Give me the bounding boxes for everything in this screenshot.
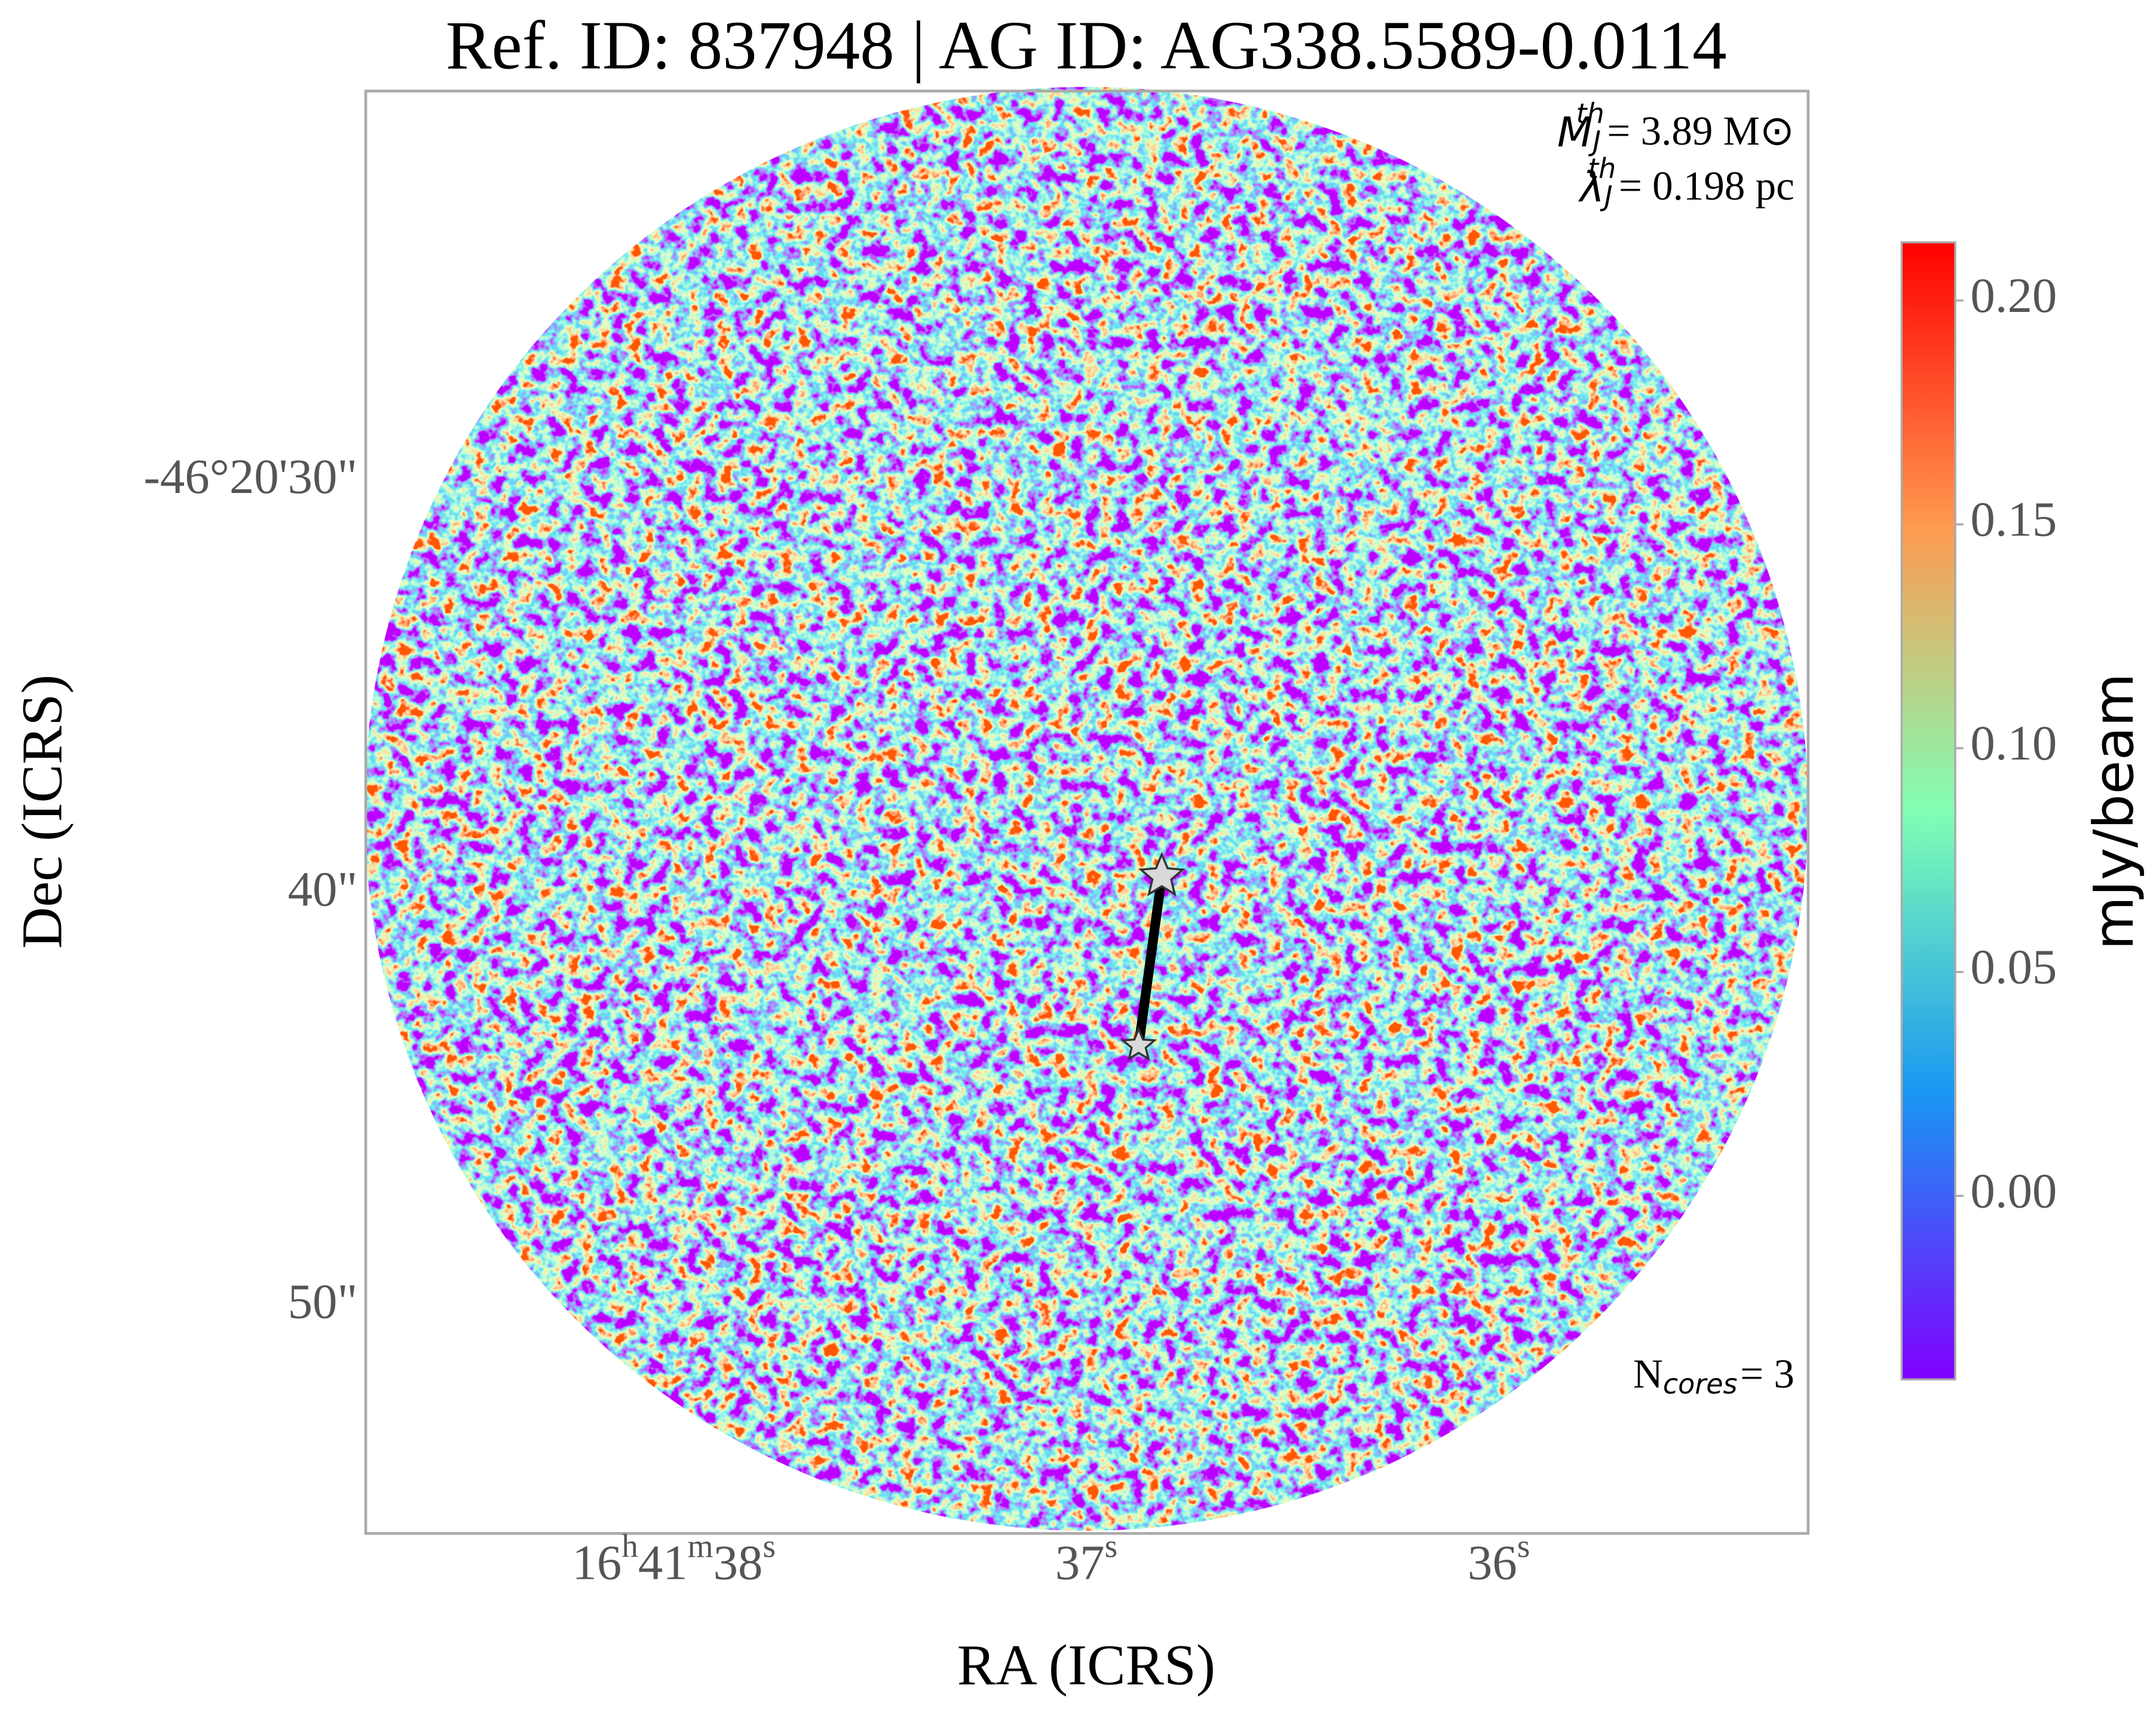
annotation-sub: cores xyxy=(1663,1368,1738,1400)
plot-frame xyxy=(364,90,1810,1535)
colorbar xyxy=(1900,241,1956,1381)
colorbar-label: mJy/beam xyxy=(2082,673,2146,950)
x-axis-label: RA (ICRS) xyxy=(957,1633,1215,1696)
annotation: λJth = 0.198 pc xyxy=(1578,152,1794,212)
annotation-symbol: λ xyxy=(1578,164,1604,212)
annotation-symbol: M xyxy=(1557,109,1593,157)
core-link xyxy=(1134,875,1167,1046)
y-tick-label: -46°20'30" xyxy=(143,449,357,504)
y-tick-label: 40" xyxy=(288,861,358,916)
core-marker xyxy=(1138,852,1186,897)
annotation-text: = 0.198 pc xyxy=(1619,163,1794,209)
annotation: MJth = 3.89 M⊙ xyxy=(1557,97,1794,157)
colorbar-tick-label: 0.20 xyxy=(1970,268,2057,323)
colorbar-tick-label: 0.00 xyxy=(1970,1163,2057,1218)
map-field xyxy=(364,87,1808,1531)
emission-map xyxy=(364,87,1808,1531)
x-tick-label: 36s xyxy=(1468,1528,1530,1590)
annotation: Ncores = 3 xyxy=(1633,1350,1794,1400)
annotation-text: = 3.89 M⊙ xyxy=(1607,108,1794,154)
y-tick-label: 50" xyxy=(288,1274,358,1329)
annotation-text: = 3 xyxy=(1740,1350,1794,1397)
annotation-symbol: N xyxy=(1633,1350,1663,1397)
x-tick-label: 16h41m38s xyxy=(572,1528,776,1590)
colorbar-tick-label: 0.10 xyxy=(1970,715,2057,770)
core-marker xyxy=(1120,1026,1157,1061)
chart-title: Ref. ID: 837948 | AG ID: AG338.5589-0.01… xyxy=(446,7,1727,83)
colorbar-tick-label: 0.05 xyxy=(1970,939,2057,994)
y-axis-label: Dec (ICRS) xyxy=(10,675,74,949)
annotation-sup: th xyxy=(1588,152,1616,185)
x-tick-label: 37s xyxy=(1055,1528,1117,1590)
colorbar-tick-label: 0.15 xyxy=(1970,491,2057,546)
annotation-sup: th xyxy=(1576,97,1604,130)
